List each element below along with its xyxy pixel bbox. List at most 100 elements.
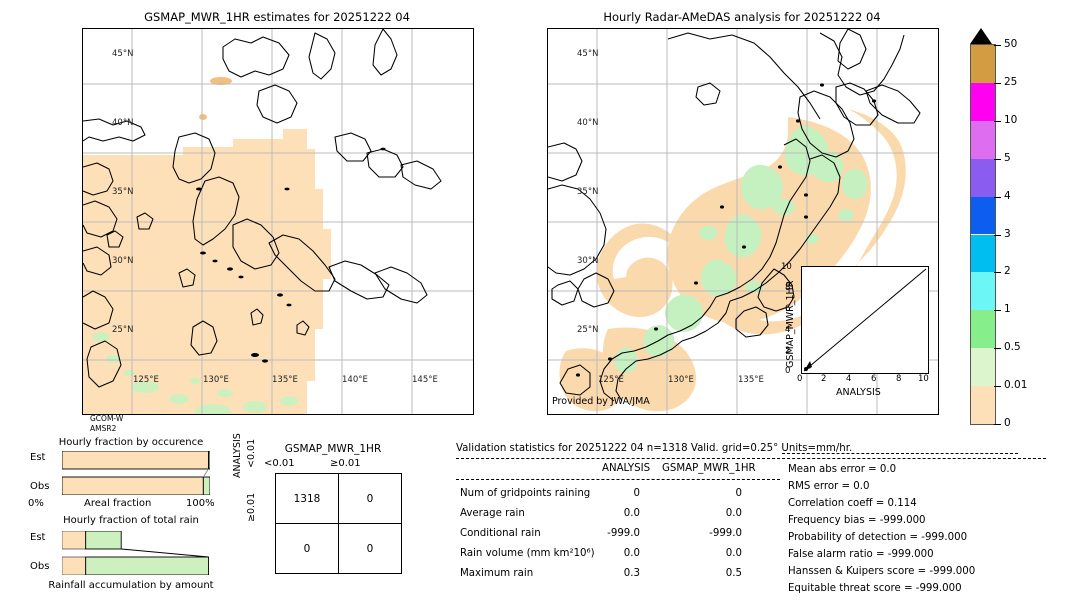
colorbar-segment (971, 196, 995, 235)
occurrence-axis-label: Areal fraction (84, 498, 152, 509)
sensor-instrument: AMSR2 (90, 423, 117, 433)
left-map-lat-40: 40°N (112, 118, 134, 128)
scatter-ytick-2: 2 (785, 346, 791, 356)
occurrence-row-est-label: Est (30, 452, 46, 463)
occurrence-chart-title: Hourly fraction by occurence (58, 437, 204, 448)
right-map-lat-35: 35°N (577, 187, 599, 197)
scatter-xlabel: ANALYSIS (836, 387, 881, 398)
colorbar-segment (971, 272, 995, 311)
contingency-cell-0-1: 0 (338, 473, 402, 524)
occurrence-axis-min: 0% (28, 498, 44, 509)
validation-score-item: Correlation coeff = 0.114 (788, 498, 917, 509)
validation-col-analysis: ANALYSIS (602, 463, 651, 474)
validation-row-label: Average rain (460, 508, 525, 519)
scatter-xtick-10: 10 (918, 374, 929, 384)
validation-row-label: Conditional rain (460, 528, 541, 539)
scatter-plot[interactable] (801, 266, 929, 374)
colorbar-level-label: 0 (1004, 417, 1011, 429)
left-map-lat-35: 35°N (112, 187, 134, 197)
colorbar-level-label: 0.01 (1004, 379, 1028, 392)
contingency-table[interactable]: 1318 0 0 0 (275, 473, 402, 574)
contingency-cell-1-0: 0 (275, 523, 339, 574)
scatter-graphics (803, 268, 927, 372)
validation-score-item: Frequency bias = -999.000 (788, 515, 926, 526)
colorbar-tick (994, 234, 1001, 236)
scatter-xtick-0: 0 (797, 374, 803, 384)
colorbar-segment (971, 45, 995, 83)
colorbar-segment (971, 120, 995, 159)
colorbar-level-label: 5 (1004, 151, 1011, 164)
validation-score-item: Mean abs error = 0.0 (788, 464, 897, 475)
colorbar-tick (994, 196, 1001, 198)
contingency-cell-0-0: 1318 (275, 473, 339, 524)
validation-row: Average rain 0.0 0.0 (456, 508, 776, 528)
left-map-lon-130: 130°E (203, 375, 229, 385)
validation-score-item: Equitable threat score = -999.000 (788, 583, 962, 594)
scatter-xtick-6: 6 (871, 374, 877, 384)
left-map-lon-140: 140°E (342, 375, 368, 385)
validation-row-gsmap-value: 0.0 (725, 548, 742, 559)
left-map-lon-145: 145°E (412, 375, 438, 385)
colorbar-tick (994, 310, 1001, 312)
validation-row-gsmap-value: -999.0 (709, 528, 742, 539)
validation-row-analysis-value: -999.0 (607, 528, 640, 539)
colorbar-segment (971, 310, 995, 349)
scatter-ytick-0: 0 (785, 366, 791, 376)
scatter-ytick-4: 4 (785, 325, 791, 335)
scatter-ytick-10: 10 (781, 262, 792, 272)
scatter-xtick-4: 4 (846, 374, 852, 384)
colorbar-segment (971, 82, 995, 121)
validation-row: Num of gridpoints raining 0 0 (456, 488, 776, 508)
scatter-xtick-8: 8 (896, 374, 902, 384)
colorbar-tick (994, 348, 1001, 350)
right-map-lon-130: 130°E (668, 375, 694, 385)
right-map-lat-30: 30°N (577, 256, 599, 266)
occurrence-bars[interactable] (61, 450, 211, 496)
totalrain-bars[interactable] (61, 530, 210, 576)
colorbar-tick (994, 158, 1001, 160)
colorbar-tick (994, 386, 1001, 388)
validation-row-gsmap-value: 0.5 (725, 568, 742, 579)
colorbar-segment (971, 386, 995, 424)
validation-metric-list: Num of gridpoints raining 0 0 Average rain 0… (456, 488, 776, 588)
validation-divider-top (456, 458, 1046, 459)
colorbar-level-label: 3 (1004, 227, 1011, 240)
totalrain-row-obs-label: Obs (30, 561, 50, 572)
validation-row-analysis-value: 0.0 (623, 508, 640, 519)
colorbar-tick (994, 45, 1001, 46)
right-map-lat-45: 45°N (577, 49, 599, 59)
validation-row-label: Maximum rain (460, 568, 534, 579)
validation-row-gsmap-value: 0.0 (725, 508, 742, 519)
table-row: 0 0 (275, 523, 402, 574)
validation-row-analysis-value: 0.0 (623, 548, 640, 559)
right-map-graphics (548, 29, 938, 414)
left-map-lon-135: 135°E (272, 375, 298, 385)
validation-divider-mid (456, 479, 780, 480)
sensor-satellite: GCOM-W (90, 414, 124, 423)
validation-row-label: Rain volume (mm km²10⁶) (460, 548, 595, 559)
validation-row-gsmap-value: 0 (735, 488, 742, 499)
validation-row: Conditional rain -999.0 -999.0 (456, 528, 776, 548)
right-map-lon-135: 135°E (738, 375, 764, 385)
sensor-label: GCOM-W AMSR2 (90, 414, 123, 433)
right-panel-title: Hourly Radar-AMeDAS analysis for 2025122… (603, 10, 881, 24)
validation-score-list: Mean abs error = 0.0 RMS error = 0.0 Corre… (788, 461, 1068, 597)
colorbar-level-label: 25 (1004, 75, 1018, 88)
validation-score-item: False alarm ratio = -999.000 (788, 549, 934, 560)
scatter-ytick-6: 6 (785, 304, 791, 314)
colorbar[interactable] (968, 28, 996, 425)
gsmap-estimates-map[interactable] (82, 28, 474, 415)
validation-score-item: RMS error = 0.0 (788, 481, 870, 492)
left-map-lon-125: 125°E (133, 375, 159, 385)
data-credit: Provided by JWA/JMA (552, 396, 650, 407)
colorbar-arrow-icon (970, 28, 992, 44)
scatter-ytick-8: 8 (785, 283, 791, 293)
colorbar-tick (994, 120, 1001, 122)
colorbar-level-label: 0.5 (1004, 341, 1021, 354)
left-map-lat-25: 25°N (112, 325, 134, 335)
right-map-lat-25: 25°N (577, 325, 599, 335)
validation-score-item: Hanssen & Kuipers score = -999.000 (788, 566, 976, 577)
validation-row-analysis-value: 0 (633, 488, 640, 499)
colorbar-level-label: 50 (1004, 38, 1018, 50)
colorbar-gradient (970, 44, 996, 425)
